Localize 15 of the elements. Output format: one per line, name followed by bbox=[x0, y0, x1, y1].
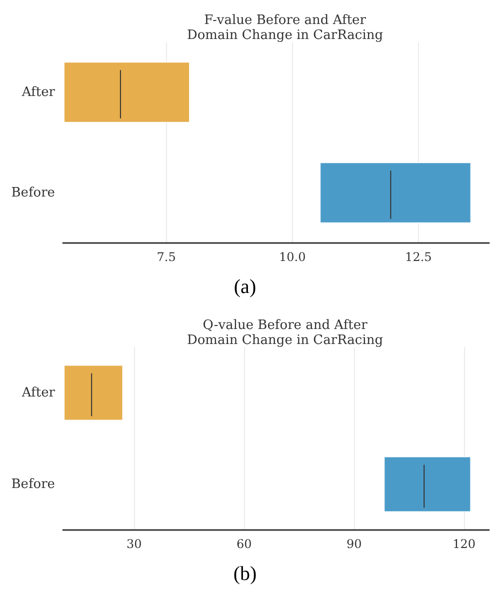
x-tick-label: 60 bbox=[236, 537, 252, 551]
y-tick-label: After bbox=[20, 84, 56, 100]
x-tick-label: 12.5 bbox=[405, 250, 432, 264]
chart-title: Q-value Before and After Domain Change in CarRacing bbox=[186, 318, 384, 348]
y-tick-label: After bbox=[20, 385, 56, 400]
text: (b) bbox=[233, 563, 257, 585]
chart-title: F-value Before and After Domain Change in CarRacing bbox=[186, 13, 384, 43]
x-tick-label: 90 bbox=[346, 537, 362, 551]
x-tick-label: 10.0 bbox=[279, 250, 306, 264]
y-tick-label: Before bbox=[11, 185, 56, 200]
text: (a) bbox=[234, 276, 256, 298]
x-tick-label: 7.5 bbox=[156, 250, 176, 264]
x-tick-label: 120 bbox=[452, 537, 476, 551]
y-tick-label: Before bbox=[11, 476, 56, 492]
x-tick-label: 30 bbox=[126, 537, 142, 551]
